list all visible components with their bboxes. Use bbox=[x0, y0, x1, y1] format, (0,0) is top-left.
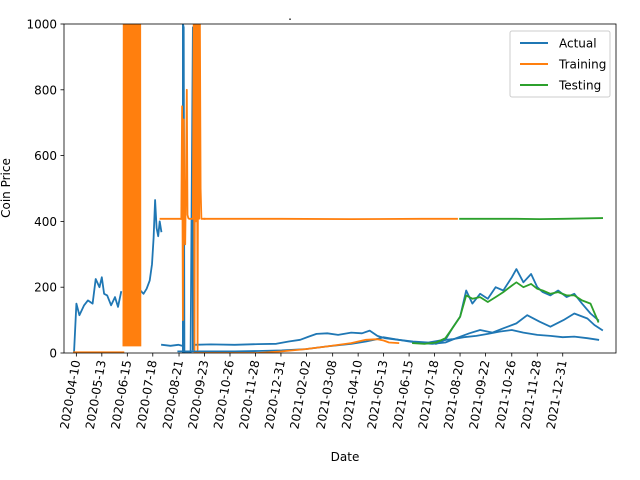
x-axis-label: Date bbox=[331, 450, 360, 464]
series-training-line-2 bbox=[180, 24, 206, 351]
y-tick-label: 800 bbox=[34, 83, 57, 97]
legend: Actual Training Testing bbox=[509, 30, 611, 98]
series-training-line-4 bbox=[193, 338, 400, 353]
series-actual-line-2 bbox=[161, 343, 184, 347]
y-axis-label: Coin Price bbox=[0, 158, 13, 218]
y-tick-label: 1000 bbox=[26, 18, 57, 32]
series-training bbox=[73, 24, 458, 353]
series-training-band bbox=[122, 24, 142, 347]
legend-label-actual: Actual bbox=[559, 37, 597, 51]
series-training-band-line bbox=[122, 24, 142, 347]
y-tick-label: 400 bbox=[34, 215, 57, 229]
y-tick-label: 600 bbox=[34, 149, 57, 163]
legend-label-training: Training bbox=[558, 58, 606, 72]
y-tick-label: 200 bbox=[34, 281, 57, 295]
y-tick-label: 0 bbox=[49, 347, 57, 361]
series-layer bbox=[73, 24, 604, 353]
chart-title: . bbox=[288, 9, 292, 23]
series-actual-line-3 bbox=[181, 24, 196, 353]
series-actual-line-1 bbox=[136, 199, 163, 297]
y-axis-ticks: 0 200 400 600 800 1000 bbox=[26, 18, 64, 361]
axes-frame bbox=[63, 23, 617, 354]
legend-label-testing: Testing bbox=[558, 79, 601, 93]
series-testing bbox=[412, 217, 604, 345]
legend-box bbox=[509, 30, 611, 98]
series-testing-line-0 bbox=[459, 217, 604, 221]
series-actual-line-0 bbox=[73, 276, 123, 353]
series-testing-line-1 bbox=[412, 281, 600, 345]
